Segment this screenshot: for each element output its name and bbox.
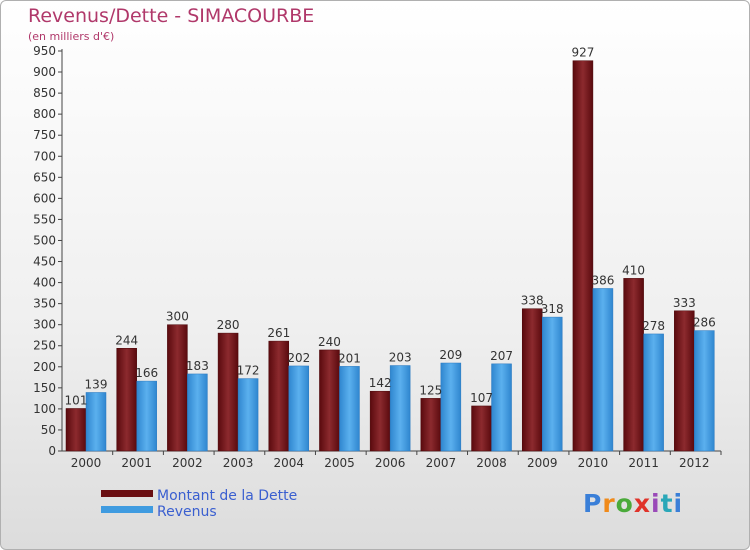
data-label-revenus: 318 <box>541 302 564 316</box>
chart-subtitle: (en milliers d'€) <box>28 30 115 43</box>
legend-label-debt: Montant de la Dette <box>157 488 298 504</box>
legend-swatch-revenus <box>101 506 153 513</box>
data-label-debt: 927 <box>571 46 594 60</box>
bar-revenus <box>643 333 664 452</box>
data-label-revenus: 207 <box>490 349 513 363</box>
bar-revenus <box>85 392 107 452</box>
y-tick-label: 950 <box>33 44 56 58</box>
data-label-revenus: 278 <box>642 319 665 333</box>
bar-debt <box>369 390 391 452</box>
y-tick-label: 350 <box>33 297 56 311</box>
bar-debt <box>167 324 188 452</box>
y-tick-label: 400 <box>33 276 56 290</box>
data-label-debt: 240 <box>318 335 341 349</box>
bar-revenus <box>491 363 512 452</box>
bar-debt <box>217 332 239 452</box>
data-label-debt: 261 <box>267 326 290 340</box>
y-tick-label: 500 <box>33 233 56 247</box>
y-tick-label: 100 <box>33 402 56 416</box>
bar-revenus <box>288 365 310 452</box>
y-tick-label: 700 <box>33 149 56 163</box>
bar-debt <box>65 408 87 452</box>
data-label-revenus: 386 <box>591 273 614 287</box>
y-tick-label: 750 <box>33 128 56 142</box>
bar-debt <box>521 308 543 452</box>
data-label-debt: 410 <box>622 263 645 277</box>
data-label-debt: 101 <box>65 393 88 407</box>
bar-debt <box>471 405 492 452</box>
data-label-revenus: 202 <box>287 351 310 365</box>
data-label-debt: 338 <box>521 294 544 308</box>
x-tick-label: 2012 <box>679 456 710 470</box>
y-tick-label: 200 <box>33 360 56 374</box>
data-label-revenus: 201 <box>338 351 361 365</box>
data-label-debt: 107 <box>470 391 493 405</box>
bar-revenus <box>541 316 563 452</box>
bar-debt <box>116 348 137 452</box>
x-tick-label: 2000 <box>71 456 102 470</box>
y-tick-label: 850 <box>33 86 56 100</box>
y-tick-label: 600 <box>33 191 56 205</box>
y-tick-label: 150 <box>33 381 56 395</box>
data-label-revenus: 172 <box>237 364 260 378</box>
y-tick-label: 450 <box>33 255 56 269</box>
data-label-debt: 244 <box>115 333 138 347</box>
x-tick-label: 2008 <box>476 456 507 470</box>
x-tick-label: 2010 <box>578 456 609 470</box>
bar-debt <box>268 340 290 452</box>
y-tick-label: 650 <box>33 170 56 184</box>
data-label-revenus: 139 <box>85 377 108 391</box>
y-tick-label: 900 <box>33 65 56 79</box>
bar-revenus <box>339 366 360 452</box>
y-tick-label: 250 <box>33 339 56 353</box>
x-tick-label: 2005 <box>324 456 355 470</box>
bar-revenus <box>389 365 411 452</box>
data-label-debt: 142 <box>369 376 392 390</box>
data-label-revenus: 166 <box>135 366 158 380</box>
bar-revenus <box>440 362 462 452</box>
bar-revenus <box>694 330 715 452</box>
y-tick-label: 300 <box>33 318 56 332</box>
bar-debt <box>420 398 442 452</box>
x-tick-label: 2009 <box>527 456 558 470</box>
legend-swatch-debt <box>101 490 153 497</box>
bar-revenus <box>237 378 259 452</box>
bar-debt <box>319 349 340 452</box>
labels-layer: 101 139 244 166 300 183 280 172 261 202 240 201 142 2… <box>65 46 716 408</box>
data-label-debt: 300 <box>166 310 189 324</box>
x-tick-label: 2007 <box>426 456 457 470</box>
data-label-debt: 125 <box>419 383 442 397</box>
data-label-revenus: 203 <box>389 351 412 365</box>
bars-layer <box>65 60 715 452</box>
y-tick-label: 550 <box>33 212 56 226</box>
chart-title: Revenus/Dette - SIMACOURBE <box>28 5 315 27</box>
bar-revenus <box>592 288 614 452</box>
data-label-debt: 333 <box>673 296 696 310</box>
bar-debt <box>674 310 695 452</box>
y-tick-label: 800 <box>33 107 56 121</box>
bar-debt <box>623 278 644 452</box>
x-tick-label: 2006 <box>375 456 406 470</box>
data-label-revenus: 183 <box>186 359 209 373</box>
bar-revenus <box>136 380 157 452</box>
data-label-revenus: 209 <box>439 348 462 362</box>
proxiti-logo: Proxiti <box>583 489 684 518</box>
y-tick-label: 0 <box>48 444 56 458</box>
x-tick-label: 2011 <box>628 456 659 470</box>
y-tick-label: 50 <box>41 423 56 437</box>
x-tick-label: 2003 <box>223 456 254 470</box>
bar-debt <box>572 60 594 452</box>
x-tick-label: 2002 <box>172 456 203 470</box>
bar-revenus <box>187 373 208 452</box>
x-tick-label: 2001 <box>121 456 152 470</box>
data-label-debt: 280 <box>217 318 240 332</box>
x-tick-label: 2004 <box>273 456 304 470</box>
legend-label-revenus: Revenus <box>157 504 217 520</box>
data-label-revenus: 286 <box>693 316 716 330</box>
